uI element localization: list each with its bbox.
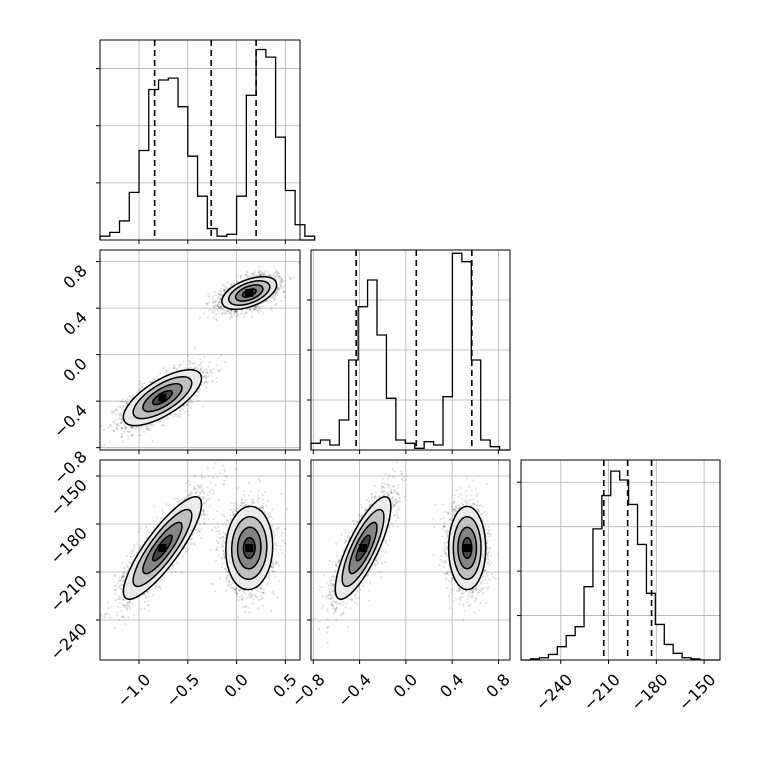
scatter-param-1-vs-param-3-frame (99, 459, 301, 661)
scatter-param-2-vs-param-3-cluster-0-peak (359, 544, 368, 552)
scatter-param-1-vs-param-3-cluster-0-peak (158, 544, 167, 552)
scatter-param-1-vs-param-2-cluster-1-peak (245, 289, 254, 298)
hist-param-3 (517, 459, 721, 664)
scatter-param-1-vs-param-2-cluster-0-peak (158, 393, 167, 402)
scatter-param-1-vs-param-2-frame (99, 249, 301, 451)
hist-param-3-step-line (521, 470, 720, 661)
param1-xtick-label-2: 0.0 (220, 670, 251, 701)
param2-xtick-label-0: −0.8 (288, 670, 329, 711)
param2-ytick-label-1: −0.4 (50, 401, 91, 442)
hist-param-1 (96, 39, 316, 244)
scatter-param-2-vs-param-3 (307, 459, 511, 664)
scatter-param-2-vs-param-3-cluster-0-contours (334, 496, 392, 600)
param2-ytick-label-2: 0.0 (59, 354, 90, 385)
hist-param-2 (307, 249, 511, 454)
param2-xtick-label-2: 0.0 (390, 670, 421, 701)
scatter-param-2-vs-param-3-cluster-1-peak (463, 544, 472, 552)
hist-param-1-frame (99, 39, 301, 241)
param3-xtick-label-0: −240 (532, 670, 577, 715)
scatter-param-1-vs-param-2 (96, 249, 301, 454)
param2-xtick-label-3: 0.4 (436, 670, 467, 701)
scatter-param-1-vs-param-3-cluster-0-contours (122, 496, 203, 600)
scatter-param-1-vs-param-2-cluster-1-contours (221, 275, 278, 311)
hist-param-2-step-line (310, 252, 510, 451)
hist-param-2-frame (310, 249, 511, 451)
param2-xtick-label-1: −0.4 (334, 670, 375, 711)
param2-ytick-label-4: 0.8 (59, 261, 90, 292)
param3-ytick-label-1: −210 (46, 571, 91, 616)
param2-xtick-label-4: 0.8 (482, 670, 513, 701)
scatter-param-1-vs-param-3-cluster-1-peak (245, 544, 254, 552)
param3-ytick-label-0: −240 (46, 619, 91, 664)
scatter-param-1-vs-param-2-cluster-0-contours (122, 369, 203, 427)
param1-xtick-label-1: −0.5 (162, 670, 203, 711)
scatter-param-1-vs-param-3 (96, 459, 301, 664)
param2-ytick-label-3: 0.4 (59, 308, 90, 339)
param3-ytick-label-2: −180 (46, 523, 91, 568)
param3-xtick-label-2: −180 (627, 670, 672, 715)
scatter-param-2-vs-param-3-frame (310, 459, 511, 661)
scatter-param-2-vs-param-3-cluster-1-contours (447, 505, 487, 591)
param3-xtick-label-1: −210 (579, 670, 624, 715)
param3-xtick-label-3: −150 (675, 670, 720, 715)
hist-param-1-step-line (99, 48, 316, 241)
hist-param-3-frame (520, 459, 721, 661)
scatter-param-1-vs-param-3-cluster-1-contours (225, 505, 274, 591)
param1-xtick-label-0: −1.0 (113, 670, 154, 711)
